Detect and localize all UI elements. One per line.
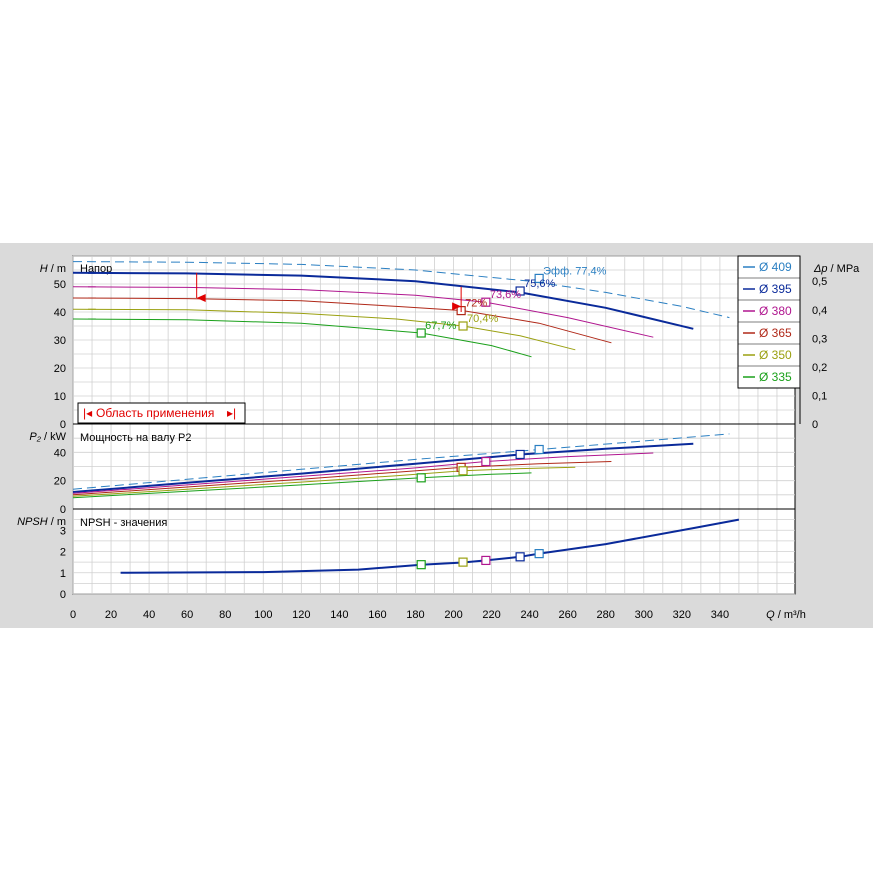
bep-marker-d350 [458, 321, 468, 331]
grid [72, 255, 797, 595]
head-curve-d365 [72, 297, 612, 344]
npsh-bep-marker-d380 [481, 555, 491, 566]
operating-area-arrow-right [452, 302, 462, 311]
head-curve-d409 [72, 261, 730, 319]
bep-marker-d335 [416, 328, 426, 338]
y-tick-label-power: 0 [60, 504, 66, 516]
efficiency-label-d335: 67,7% [425, 320, 456, 332]
efficiency-label-d365: 72% [465, 298, 487, 310]
x-tick-label: 200 [444, 609, 462, 621]
x-tick-label: 340 [711, 609, 729, 621]
plot-area [72, 255, 796, 595]
operating-area-label: Область применения [96, 406, 214, 420]
y-tick-label-head: 0 [60, 419, 66, 431]
legend-entry-d380: Ø 380 [759, 304, 792, 318]
x-tick-label: 160 [368, 609, 386, 621]
power-curve-d350 [72, 466, 576, 497]
efficiency-label-d409: Эфф. 77,4% [543, 265, 607, 277]
y-tick-label-head: 40 [54, 307, 66, 319]
head-curve-d395 [72, 271, 694, 330]
legend-entry-d335: Ø 335 [759, 370, 792, 384]
efficiency-label-d380: 73,6% [490, 289, 521, 301]
power-bep-marker-d409 [534, 444, 544, 455]
y2-tick-label: 0,4 [812, 305, 827, 317]
power-curve-d409 [72, 433, 730, 490]
power-bep-marker-d395 [515, 449, 525, 460]
y2-tick-label: 0,1 [812, 390, 827, 402]
y2-tick-label: 0,3 [812, 333, 827, 345]
head-curve-d380 [72, 286, 654, 338]
x-tick-label: 60 [181, 609, 193, 621]
x-tick-label: 220 [482, 609, 500, 621]
npsh-bep-marker-d350 [458, 557, 468, 567]
y-axis-label-power: P₂ / kW [29, 431, 66, 443]
bep-marker-d409 [534, 273, 544, 283]
npsh-bep-marker-d335 [416, 560, 426, 570]
bep-marker-d380 [481, 297, 491, 307]
head-curve-d350 [72, 308, 576, 351]
y-tick-label-power: 40 [54, 447, 66, 459]
x-tick-label: 260 [559, 609, 577, 621]
y2-tick-label: 0 [812, 419, 818, 431]
npsh-bep-marker-d409 [534, 549, 544, 559]
legend-entry-d350: Ø 350 [759, 348, 792, 362]
power-bep-marker-d335 [416, 473, 426, 483]
y-tick-label-power: 20 [54, 476, 66, 488]
y-tick-label-head: 20 [54, 363, 66, 375]
y-tick-label-head: 30 [54, 335, 66, 347]
y-tick-label-npsh: 0 [60, 589, 66, 601]
operating-area-legend-box [77, 402, 246, 424]
x-tick-label: 20 [105, 609, 117, 621]
legend-entry-d395: Ø 395 [759, 282, 792, 296]
panel-title-npsh: NPSH - значения [80, 517, 167, 529]
y-tick-label-npsh: 2 [60, 547, 66, 559]
y-tick-label-npsh: 1 [60, 568, 66, 580]
x-tick-label: 320 [673, 609, 691, 621]
x-axis-label: Q / m³/h [766, 609, 806, 621]
y2-axis-label: Δp / MPa [813, 263, 860, 275]
operating-area-arrow-left [196, 294, 206, 302]
x-tick-label: 120 [292, 609, 310, 621]
y2-tick-label: 0,2 [812, 362, 827, 374]
bep-marker-d395 [515, 286, 525, 296]
power-curve-d380 [72, 452, 654, 494]
x-tick-label: 80 [219, 609, 231, 621]
power-curve-d365 [72, 461, 612, 496]
power-bep-marker-d380 [481, 456, 491, 467]
y2-tick-label: 0,5 [812, 276, 827, 288]
x-tick-label: 0 [70, 609, 76, 621]
legend-entry-d365: Ø 365 [759, 326, 792, 340]
x-tick-label: 240 [520, 609, 538, 621]
efficiency-label-d350: 70,4% [467, 313, 498, 325]
efficiency-label-d395: 75,6% [524, 278, 555, 290]
power-bep-marker-d350 [458, 466, 468, 476]
y-tick-label-npsh: 3 [60, 525, 66, 537]
head-curve-d335 [72, 318, 532, 358]
x-tick-label: 100 [254, 609, 272, 621]
x-tick-label: 180 [406, 609, 424, 621]
operating-area-arrow-glyph-right: ▸| [227, 406, 236, 420]
operating-area-arrow-glyph-left: |◂ [83, 406, 92, 420]
power-curve-d395 [72, 442, 694, 493]
y-tick-label-head: 10 [54, 391, 66, 403]
x-tick-label: 280 [597, 609, 615, 621]
legend: Ø 409 Ø 395 Ø 380 Ø 365 Ø 350 Ø 335 [737, 255, 801, 389]
panel-title-power: Мощность на валу P2 [80, 432, 192, 444]
x-tick-label: 40 [143, 609, 155, 621]
legend-entry-d409: Ø 409 [759, 260, 792, 274]
npsh-bep-marker-d395 [515, 552, 525, 562]
x-tick-label: 300 [635, 609, 653, 621]
y-axis-label-npsh: NPSH / m [17, 516, 66, 528]
x-tick-label: 140 [330, 609, 348, 621]
power-curve-d335 [72, 472, 532, 499]
y-axis-label-head: H / m [40, 263, 66, 275]
y-tick-label-head: 50 [54, 279, 66, 291]
